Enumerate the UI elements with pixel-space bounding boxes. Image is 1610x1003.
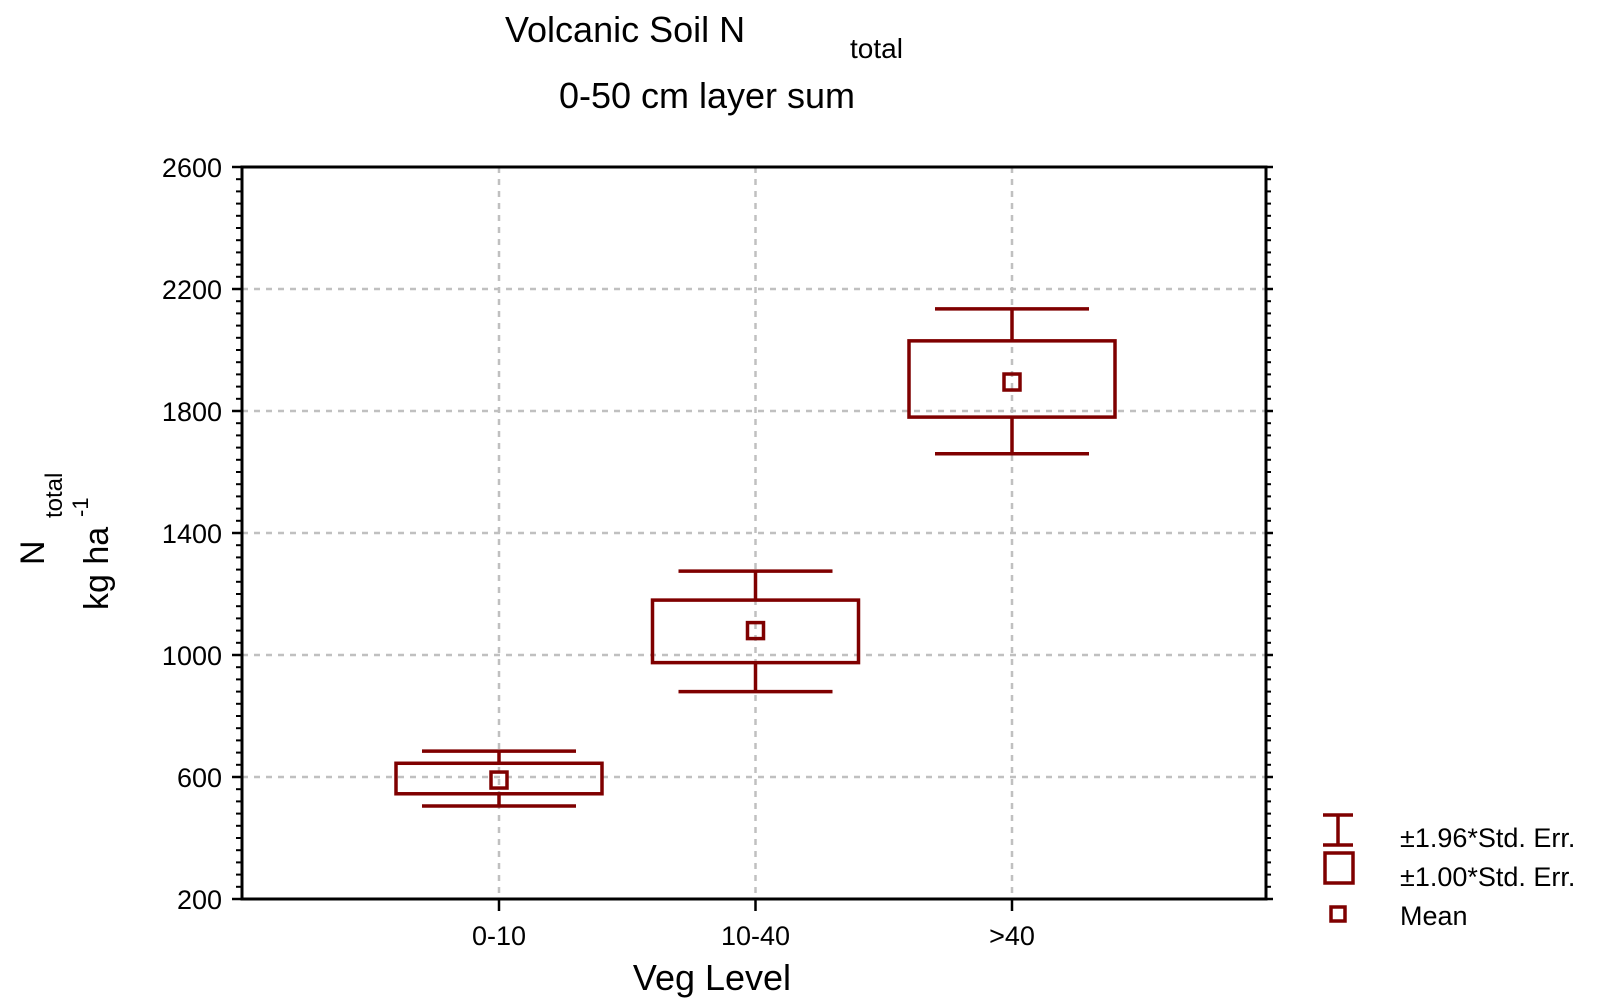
y-tick-label: 1400 [162, 519, 222, 549]
y-tick-label: 2200 [162, 275, 222, 305]
y-axis-label-sup: -1 [68, 497, 93, 517]
y-tick-label: 2600 [162, 153, 222, 183]
chart-title-main: Volcanic Soil N [505, 9, 745, 50]
chart-title-subscript: total [850, 33, 903, 64]
box-group [394, 749, 604, 808]
mean-marker [1002, 372, 1022, 392]
box-group [650, 569, 861, 694]
x-tick-label: 0-10 [472, 921, 526, 951]
y-axis-label-sub: total [41, 473, 68, 518]
chart-title: Volcanic Soil N [505, 9, 745, 50]
std-err-box [907, 339, 1117, 419]
y-tick-labels: 200 600 1000 1400 1800 2200 2600 [162, 153, 222, 915]
x-tick-label: 10-40 [721, 921, 790, 951]
y-axis-label-line1: N [14, 540, 52, 565]
grid [242, 167, 1266, 899]
y-tick-label: 1800 [162, 397, 222, 427]
plot-frame [240, 165, 1268, 901]
legend-mean-icon [1329, 905, 1347, 923]
legend: ±1.96*Std. Err. ±1.00*Std. Err. Mean [1323, 813, 1575, 931]
y-axis-label-line2: kg ha [78, 527, 116, 610]
x-tick-labels: 0-10 10-40 >40 [472, 921, 1035, 951]
y-tick-label: 600 [177, 763, 222, 793]
chart-subtitle: 0-50 cm layer sum [559, 75, 855, 116]
legend-label-whisker: ±1.96*Std. Err. [1400, 823, 1575, 853]
mean-marker [489, 770, 509, 790]
legend-box-icon [1323, 851, 1355, 885]
legend-whisker-icon [1323, 813, 1353, 847]
box-marks [394, 307, 1117, 808]
y-axis-label-n: N [14, 540, 52, 565]
mean-marker [745, 620, 766, 641]
legend-label-box: ±1.00*Std. Err. [1400, 862, 1575, 892]
y-tick-label: 1000 [162, 641, 222, 671]
std-err-box [394, 761, 604, 796]
legend-label-mean: Mean [1400, 901, 1468, 931]
std-err-box [650, 598, 861, 665]
axis-ticks [232, 165, 1273, 911]
box-group [907, 307, 1117, 456]
x-axis-label: Veg Level [633, 957, 791, 998]
x-tick-label: >40 [989, 921, 1035, 951]
y-axis-label: N total kg ha -1 [14, 473, 116, 610]
y-tick-label: 200 [177, 885, 222, 915]
